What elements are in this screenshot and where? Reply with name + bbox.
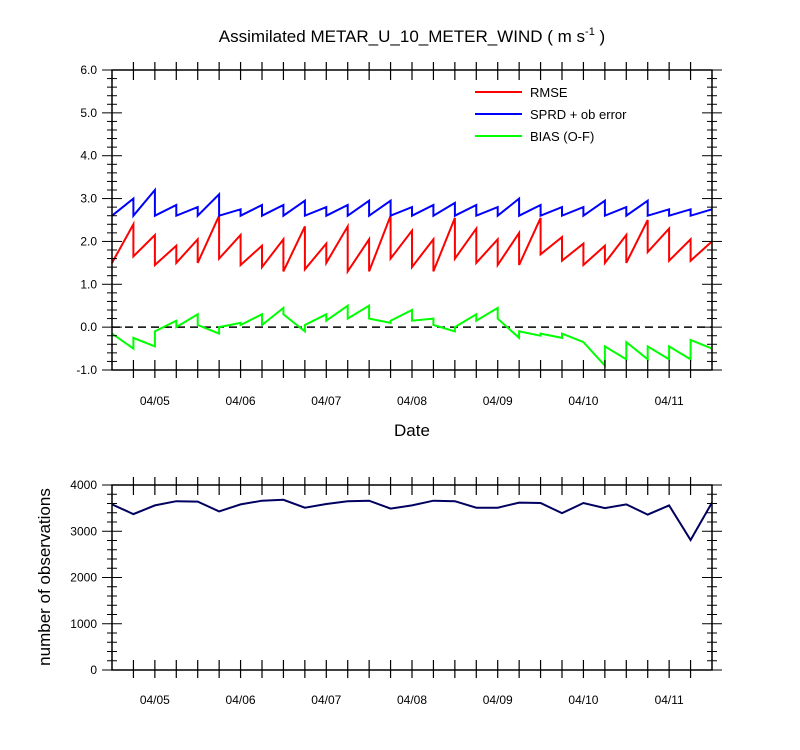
x-tick-label: 04/10	[568, 693, 598, 707]
y-tick-label: 0	[90, 663, 97, 677]
x-tick-label: 04/11	[655, 394, 684, 408]
x-tick-label: 04/08	[397, 693, 427, 707]
top-ticks	[102, 62, 722, 378]
top-series-lines	[111, 187, 713, 369]
bottom-ticks	[102, 477, 722, 678]
x-tick-label: 04/05	[140, 394, 170, 408]
top-x-tick-labels: 04/05 04/06 04/07 04/08 04/09 04/10 04/11	[140, 394, 684, 408]
series-line-sprd-ob-error	[111, 187, 713, 219]
bottom-series-lines	[111, 498, 713, 542]
series-line-bias-o-f	[111, 303, 713, 369]
x-tick-label: 04/06	[226, 693, 256, 707]
bottom-x-tick-labels: 04/05 04/06 04/07 04/08 04/09 04/10 04/11	[140, 693, 684, 707]
y-tick-label: -1.0	[76, 363, 97, 377]
x-tick-label: 04/06	[226, 394, 256, 408]
y-tick-label: 3.0	[80, 192, 97, 206]
y-axis-label-observations: number of observations	[35, 488, 54, 666]
top-panel: Assimilated METAR_U_10_METER_WIND ( m s-…	[76, 26, 722, 440]
legend: RMSE SPRD + ob error BIAS (O-F)	[475, 85, 627, 144]
y-tick-label: 2000	[70, 571, 97, 585]
y-tick-label: 2.0	[80, 234, 97, 248]
x-tick-label: 04/07	[311, 693, 341, 707]
y-tick-label: 4.0	[80, 149, 97, 163]
series-line-rmse	[111, 215, 713, 275]
x-tick-label: 04/09	[483, 693, 513, 707]
top-plot-frame	[111, 69, 713, 371]
legend-label: SPRD + ob error	[530, 107, 627, 122]
legend-label: RMSE	[530, 85, 568, 100]
y-tick-label: 1000	[70, 617, 97, 631]
bottom-plot-frame	[111, 484, 713, 671]
y-tick-label: 1.0	[80, 277, 97, 291]
legend-label: BIAS (O-F)	[530, 129, 594, 144]
y-tick-label: 4000	[70, 478, 97, 492]
y-tick-label: 5.0	[80, 106, 97, 120]
y-tick-label: 3000	[70, 524, 97, 538]
x-tick-label: 04/11	[655, 693, 684, 707]
x-axis-label: Date	[394, 421, 430, 440]
x-tick-label: 04/05	[140, 693, 170, 707]
x-tick-label: 04/10	[568, 394, 598, 408]
x-tick-label: 04/07	[311, 394, 341, 408]
y-tick-label: 6.0	[80, 63, 97, 77]
y-tick-label: 0.0	[80, 320, 97, 334]
x-tick-label: 04/09	[483, 394, 513, 408]
top-y-tick-labels: -1.0 0.0 1.0 2.0 3.0 4.0 5.0 6.0	[76, 63, 97, 377]
x-tick-label: 04/08	[397, 394, 427, 408]
series-line-observations	[111, 498, 713, 542]
bottom-y-tick-labels: 0 1000 2000 3000 4000	[70, 478, 97, 677]
chart-title: Assimilated METAR_U_10_METER_WIND ( m s-…	[219, 26, 605, 46]
